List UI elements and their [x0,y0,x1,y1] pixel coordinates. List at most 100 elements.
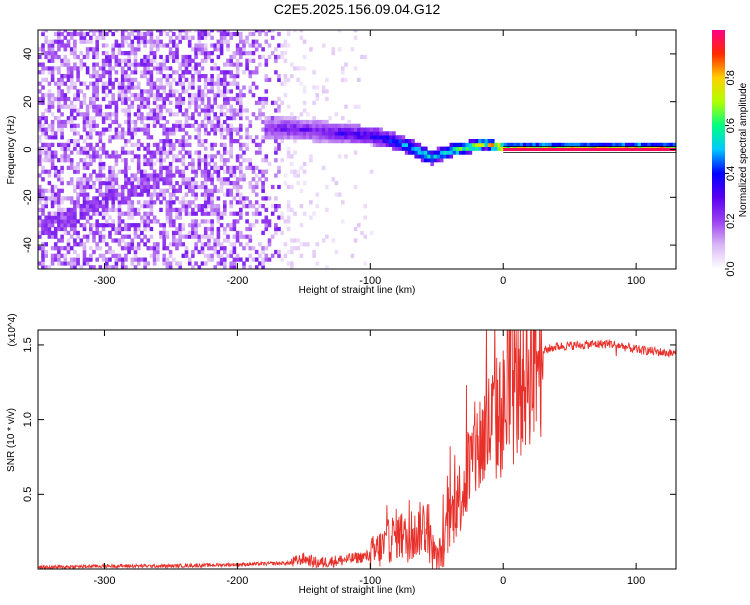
spectrogram-cell [120,219,125,224]
spectrogram-cell [235,158,240,163]
spectrogram-cell [232,242,237,247]
spectrogram-cell [379,135,383,140]
spectrogram-cell [197,238,202,243]
spectrogram-cell [133,54,138,60]
spectrogram-cell [306,123,310,128]
spectrogram-cell [152,39,157,44]
spectrogram-cell [92,238,96,243]
spectrogram-cell [136,169,141,174]
spectrogram-cell [200,66,205,71]
spectrogram-cell [468,146,473,151]
spectrogram-cell [219,30,224,33]
spectrogram-cell [53,39,58,44]
spectrogram-cell [152,173,157,178]
spectrogram-cell [229,139,233,144]
spectrogram-cell [350,47,355,52]
spectrogram-cell [120,131,125,136]
spectrogram-cell [152,51,157,56]
spectrogram-cell [341,219,345,224]
spectrogram-cell [105,204,109,209]
spectrogram-cell [63,81,68,86]
spectrogram-cell [213,184,217,190]
spectrogram-cell [484,142,489,148]
spectrogram-cell [130,31,135,37]
spectrogram-cell [98,77,103,83]
spectrogram-cell [178,230,182,236]
spectrogram-cell [296,66,300,71]
spectrogram-cell [360,54,364,60]
spectrogram-cell [430,150,434,155]
spectrogram-cell [114,131,119,136]
spectrogram-cell [207,104,211,109]
spectrogram-cell [57,257,61,262]
spectrogram-cell [50,200,55,205]
spectrogram-cell [120,246,125,251]
spectrogram-cell [149,58,154,63]
spectrogram-cell [191,223,195,228]
spectrogram-cell [239,93,243,98]
spectrogram-cell [98,200,103,205]
spectrogram-cell [203,226,208,232]
spectrogram-cell [235,100,240,105]
spectrogram-cell [50,43,55,48]
spectrogram-cell [388,135,393,140]
spectrogram-cell [105,58,109,63]
colorbar-tick-label: 0.8 [725,70,737,85]
spectrogram-cell [143,261,147,266]
spectrogram-cell [302,89,307,94]
spectrogram-cell [226,31,230,37]
spectrogram-cell [261,173,265,178]
spectrogram-cell [57,100,61,105]
spectrogram-cell [232,169,237,174]
spectrogram-cell [210,204,214,209]
spectrogram-cell [251,31,256,37]
spectrogram-cell [85,85,90,90]
spectrogram-cell [111,265,115,269]
spectrogram-cell [73,54,77,60]
spectrogram-cell [219,77,224,83]
spectrogram-cell [191,226,195,232]
spectrogram-cell [117,223,122,228]
spectrogram-cell [248,119,253,125]
spectrogram-cell [328,127,332,132]
spectrogram-cell [184,249,189,255]
spectrogram-cell [44,35,48,40]
spectrogram-cell [344,123,348,128]
spectrogram-cell [178,77,182,83]
spectrogram-cell [315,139,320,144]
spectrogram-cell [315,96,320,102]
spectrogram-cell [69,112,74,117]
spectrogram-cell [82,234,87,239]
spectrogram-cell [172,192,176,197]
spectrogram-cell [76,112,80,117]
spectrogram-cell [372,142,377,148]
spectrogram-cell [357,223,361,228]
spectrogram-cell [82,116,87,121]
spectrogram-cell [114,177,119,182]
spectrogram-cell [143,211,147,216]
spectrogram-cell [41,223,45,228]
spectrogram-cell [66,196,71,201]
spectrogram-cell [449,150,454,155]
spectrogram-cell [101,58,106,63]
spectrogram-cell [47,146,52,151]
spectrogram-cell [232,112,237,117]
spectrogram-cell [162,257,166,262]
spectrogram-cell [178,96,182,102]
spectrogram-cell [156,246,160,251]
spectrogram-cell [149,211,154,216]
spectrogram-cell [98,31,103,37]
spectrogram-cell [114,108,119,113]
spectrogram-cell [219,123,224,128]
spectrogram-cell [47,93,52,98]
spectrogram-cell [92,74,96,79]
spectrogram-cell [98,30,103,33]
spectrogram-cell [127,234,131,239]
spectrogram-cell [299,135,304,140]
spectrogram-cell [57,204,61,209]
spectrogram-cell [44,253,48,258]
spectrogram-cell [76,219,80,224]
spectrogram-cell [341,200,345,205]
spectrogram-cell [331,47,336,52]
colorbar-ticks: 0.00.20.40.60.8 [725,70,737,277]
